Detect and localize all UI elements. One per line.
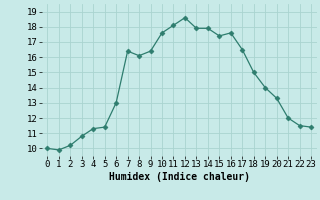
X-axis label: Humidex (Indice chaleur): Humidex (Indice chaleur) — [109, 172, 250, 182]
